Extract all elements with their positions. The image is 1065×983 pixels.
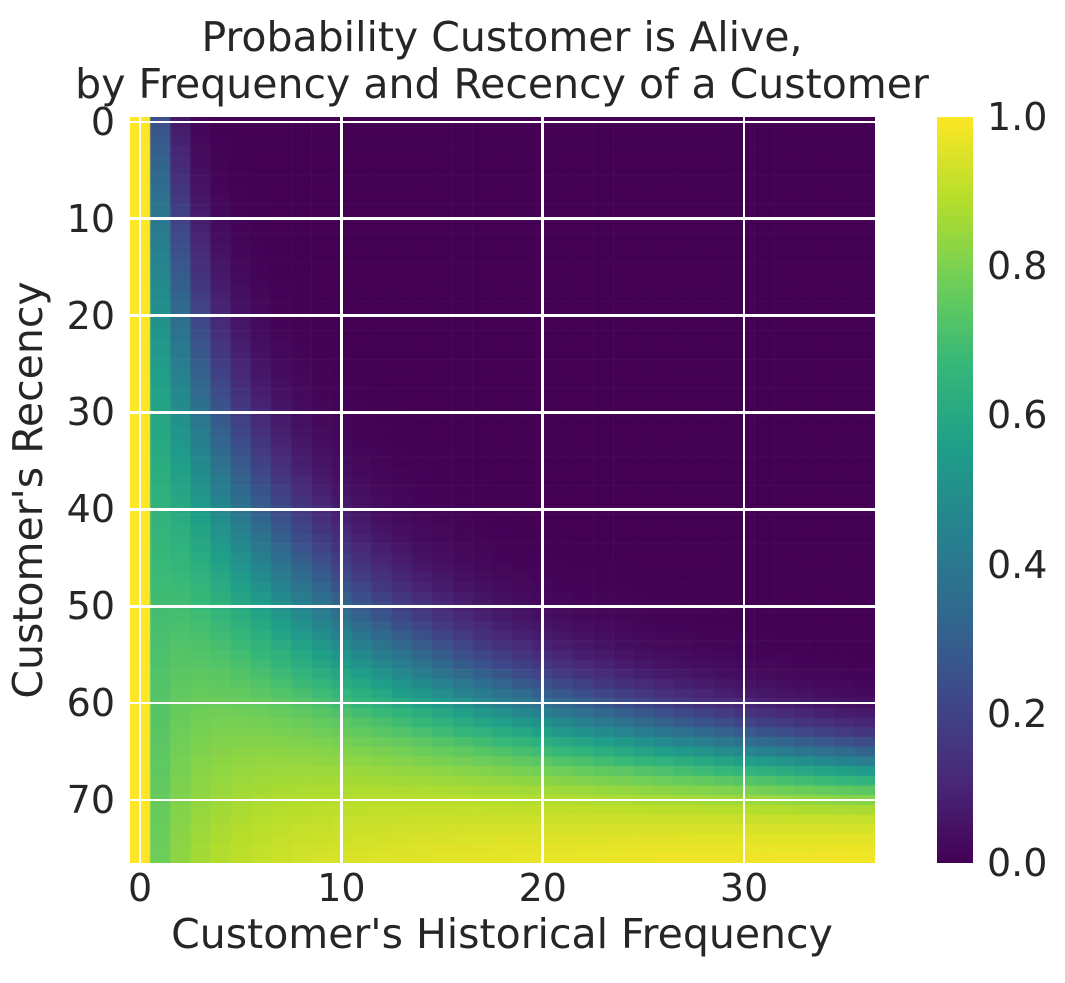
chart-title-line-2: by Frequency and Recency of a Customer bbox=[75, 60, 929, 108]
colorbar-tick-label-0.4: 0.4 bbox=[987, 542, 1048, 587]
x-tick-label-20: 20 bbox=[518, 866, 567, 910]
heatmap-canvas bbox=[130, 117, 875, 863]
y-tick-label-70: 70 bbox=[66, 778, 115, 823]
colorbar-tick-label-0.0: 0.0 bbox=[987, 841, 1048, 885]
heatmap-plot-area bbox=[130, 117, 875, 863]
colorbar-tick-label-1.0: 1.0 bbox=[987, 95, 1048, 139]
colorbar-tick-label-0.2: 0.2 bbox=[987, 691, 1048, 736]
x-tick-label-0: 0 bbox=[127, 866, 153, 910]
colorbar-tick-label-0.8: 0.8 bbox=[987, 244, 1048, 289]
x-axis-label: Customer's Historical Frequency bbox=[171, 910, 833, 958]
y-tick-label-10: 10 bbox=[66, 196, 115, 241]
colorbar bbox=[937, 117, 973, 863]
colorbar-tick-label-0.6: 0.6 bbox=[987, 393, 1048, 438]
y-axis-label: Customer's Recency bbox=[4, 281, 52, 699]
x-tick-label-10: 10 bbox=[317, 866, 366, 910]
chart-title: Probability Customer is Alive, by Freque… bbox=[75, 14, 929, 108]
chart-title-line-1: Probability Customer is Alive, bbox=[201, 13, 803, 61]
x-tick-label-30: 30 bbox=[719, 866, 769, 910]
